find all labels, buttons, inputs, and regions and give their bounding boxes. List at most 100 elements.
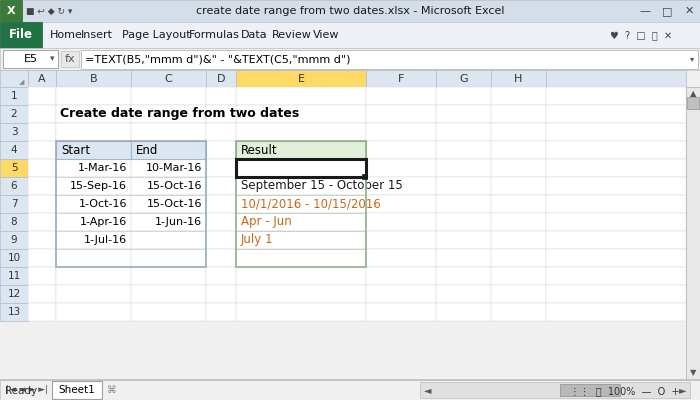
Text: E: E <box>298 74 304 84</box>
Text: 3: 3 <box>10 127 18 137</box>
Bar <box>236 87 366 105</box>
Bar <box>491 213 546 231</box>
Bar <box>0 195 28 213</box>
Bar <box>236 303 366 321</box>
Text: End: End <box>136 144 158 156</box>
Bar <box>236 285 366 303</box>
Bar <box>56 249 131 267</box>
Bar <box>420 382 690 398</box>
Bar <box>436 123 491 141</box>
Bar <box>362 174 367 179</box>
Bar <box>56 177 131 195</box>
Text: Formulas: Formulas <box>189 30 240 40</box>
Bar <box>0 379 700 380</box>
Bar <box>206 249 236 267</box>
Bar <box>491 303 546 321</box>
Bar <box>546 123 686 141</box>
Bar <box>436 87 491 105</box>
Bar <box>546 159 686 177</box>
Bar <box>236 141 366 159</box>
Bar <box>28 195 56 213</box>
Text: 9: 9 <box>10 235 18 245</box>
Bar <box>56 159 131 177</box>
Text: X: X <box>7 6 15 16</box>
Bar <box>236 231 366 249</box>
Bar <box>131 177 206 195</box>
Bar <box>236 159 366 177</box>
Bar <box>366 123 436 141</box>
Bar <box>236 249 366 267</box>
Bar <box>436 70 491 87</box>
Bar <box>366 87 436 105</box>
Text: =TEXT(B5,"mmm d")&" - "&TEXT(C5,"mmm d"): =TEXT(B5,"mmm d")&" - "&TEXT(C5,"mmm d") <box>85 54 351 64</box>
Text: Page Layout: Page Layout <box>122 30 190 40</box>
Bar <box>0 123 28 141</box>
Text: G: G <box>459 74 468 84</box>
Bar <box>56 285 131 303</box>
Bar <box>491 267 546 285</box>
Text: 6: 6 <box>10 181 18 191</box>
Bar <box>366 195 436 213</box>
Bar <box>28 123 56 141</box>
Bar <box>56 176 206 177</box>
Bar <box>546 70 686 87</box>
Text: ■ ↩ ◆ ↻ ▾: ■ ↩ ◆ ↻ ▾ <box>26 6 72 16</box>
Bar <box>56 267 131 285</box>
Bar <box>0 213 28 231</box>
Text: 2: 2 <box>10 109 18 119</box>
Bar <box>56 141 131 159</box>
Bar <box>366 231 436 249</box>
Bar <box>131 141 206 159</box>
Bar <box>206 87 236 105</box>
Bar <box>491 123 546 141</box>
Bar <box>28 105 56 123</box>
Bar <box>546 303 686 321</box>
Bar <box>366 303 436 321</box>
Bar <box>56 194 206 195</box>
Bar <box>56 70 131 87</box>
Text: fx: fx <box>64 54 76 64</box>
Bar <box>28 70 56 87</box>
Bar <box>131 231 206 249</box>
Bar <box>56 87 131 105</box>
Bar <box>436 177 491 195</box>
Bar <box>546 213 686 231</box>
Bar <box>366 105 436 123</box>
Bar <box>28 231 56 249</box>
Text: Data: Data <box>241 30 267 40</box>
Bar <box>206 177 236 195</box>
Text: ▼: ▼ <box>690 368 696 378</box>
Text: ▾: ▾ <box>690 54 694 64</box>
Bar <box>491 177 546 195</box>
Bar <box>131 70 206 87</box>
Text: H: H <box>514 74 523 84</box>
Bar <box>131 267 206 285</box>
Text: 15-Oct-16: 15-Oct-16 <box>146 199 202 209</box>
Text: 5: 5 <box>10 163 18 173</box>
Bar <box>491 285 546 303</box>
Bar <box>56 303 131 321</box>
Bar <box>366 70 436 87</box>
Bar <box>131 285 206 303</box>
Bar <box>206 123 236 141</box>
Text: F: F <box>398 74 404 84</box>
Text: 11: 11 <box>8 271 20 281</box>
Bar <box>206 213 236 231</box>
Text: Home: Home <box>50 30 83 40</box>
Bar <box>28 249 56 267</box>
Text: 1-Oct-16: 1-Oct-16 <box>78 199 127 209</box>
Text: Apr - Jun: Apr - Jun <box>241 216 292 228</box>
Text: Ready: Ready <box>5 386 37 396</box>
Bar <box>366 177 436 195</box>
Bar <box>436 303 491 321</box>
Text: A: A <box>38 74 46 84</box>
Bar <box>436 105 491 123</box>
Bar <box>366 267 436 285</box>
Bar <box>56 248 206 249</box>
Text: ▾: ▾ <box>50 54 54 64</box>
Bar <box>0 22 42 48</box>
Bar <box>546 141 686 159</box>
Bar <box>491 87 546 105</box>
Bar <box>56 141 131 159</box>
Text: ⋮⋮  ⎕  100%  —  O  +: ⋮⋮ ⎕ 100% — O + <box>570 386 680 396</box>
